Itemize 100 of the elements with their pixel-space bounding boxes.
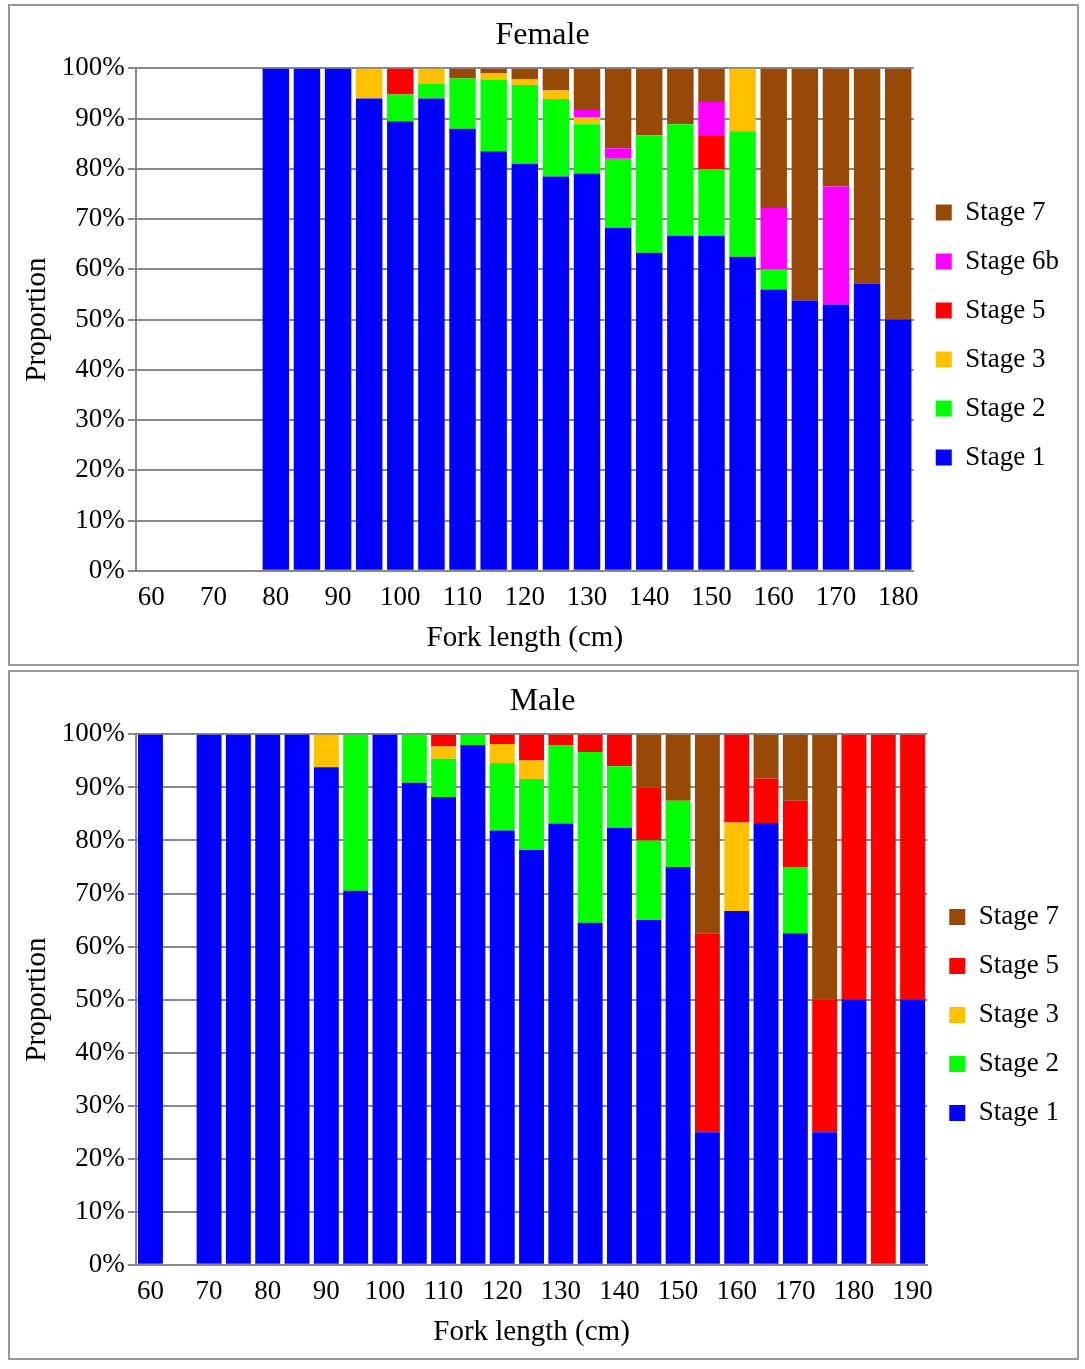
bar	[636, 135, 663, 253]
bar	[519, 850, 544, 1264]
bar	[636, 68, 663, 136]
bar	[724, 734, 750, 823]
bar	[753, 734, 779, 779]
bar	[853, 68, 881, 284]
y-tick-label: 20%	[75, 453, 125, 484]
bar	[900, 734, 926, 1000]
bar	[355, 98, 383, 570]
y-tick-label: 90%	[75, 101, 125, 132]
legend-label: Stage 3	[978, 998, 1060, 1029]
x-tick-label: 140	[629, 581, 670, 612]
bar	[343, 734, 369, 891]
bar	[573, 173, 601, 570]
bar	[542, 176, 570, 570]
bar	[636, 787, 662, 841]
bar	[694, 734, 720, 934]
y-tick-label: 50%	[75, 302, 125, 333]
y-tick-label: 10%	[75, 1194, 125, 1225]
bar	[853, 283, 881, 570]
y-tick-label: 20%	[75, 1141, 125, 1172]
y-axis-title: Proportion	[19, 257, 52, 382]
bar	[870, 734, 896, 1264]
bar	[387, 68, 414, 95]
bar	[636, 840, 662, 921]
bar	[694, 933, 720, 1133]
bar	[324, 68, 352, 570]
bar	[782, 734, 808, 801]
x-tick-label: 60	[137, 581, 165, 612]
x-axis-title: Fork length (cm)	[433, 1314, 630, 1348]
bar	[636, 252, 663, 570]
x-tick-label: 70	[200, 581, 228, 612]
x-tick-label: 160	[753, 581, 794, 612]
bar	[548, 745, 574, 824]
bar	[667, 124, 694, 236]
bar	[604, 158, 632, 228]
bar	[607, 734, 632, 767]
y-tick-label: 70%	[75, 876, 125, 907]
legend-label: Stage 7	[978, 900, 1060, 931]
bar	[355, 68, 383, 99]
bar	[884, 68, 912, 320]
bar	[698, 135, 725, 169]
chart-title: Male	[509, 680, 576, 717]
bar	[418, 98, 445, 570]
bar	[604, 68, 632, 149]
bar	[607, 766, 632, 828]
bar	[489, 830, 515, 1264]
legend-label: Stage 1	[978, 1096, 1060, 1127]
bar	[636, 920, 662, 1264]
bar	[511, 79, 538, 85]
x-tick-label: 70	[195, 1275, 223, 1306]
bar	[542, 90, 570, 100]
bar	[698, 102, 725, 136]
y-tick-label: 30%	[75, 1088, 125, 1119]
x-tick-label: 180	[877, 581, 919, 612]
y-tick-label: 30%	[75, 403, 125, 434]
bar	[401, 782, 427, 1264]
bar	[262, 68, 290, 570]
bar	[519, 778, 544, 851]
bar	[760, 289, 787, 570]
bar	[489, 763, 515, 831]
bar	[548, 823, 574, 1264]
bar	[791, 300, 819, 570]
bar	[698, 68, 725, 103]
x-tick-label: 120	[504, 581, 546, 612]
x-tick-label: 130	[540, 1275, 582, 1306]
x-tick-label: 90	[324, 581, 352, 612]
bar	[387, 121, 414, 570]
bar	[480, 79, 507, 152]
x-axis-title: Fork length (cm)	[426, 620, 624, 654]
bar	[724, 911, 750, 1264]
bar	[196, 734, 222, 1264]
y-tick-label: 80%	[75, 823, 125, 854]
bar	[577, 922, 603, 1264]
bar	[841, 734, 867, 1000]
bar	[449, 128, 476, 570]
bar	[431, 796, 457, 1264]
y-tick-label: 60%	[75, 252, 125, 283]
bar	[753, 778, 779, 823]
bar	[729, 256, 756, 570]
x-tick-label: 170	[815, 581, 857, 612]
bar	[607, 827, 632, 1264]
legend-label: Stage 7	[965, 195, 1046, 226]
x-tick-label: 150	[691, 581, 732, 612]
legend-label: Stage 5	[978, 949, 1060, 980]
legend-label: Stage 3	[965, 342, 1046, 373]
x-tick-label: 100	[380, 581, 421, 612]
bar	[511, 84, 538, 164]
x-tick-label: 100	[364, 1275, 406, 1306]
bar	[791, 68, 819, 301]
y-axis-title: Proportion	[19, 937, 52, 1062]
bar	[729, 68, 756, 132]
x-tick-label: 110	[423, 1275, 464, 1306]
bar	[694, 1132, 720, 1264]
bar	[225, 734, 251, 1264]
y-tick-label: 60%	[75, 929, 125, 960]
x-tick-label: 160	[716, 1275, 757, 1306]
bar	[573, 110, 601, 118]
x-tick-label: 130	[566, 581, 608, 612]
legend-label: Stage 1	[965, 440, 1046, 471]
